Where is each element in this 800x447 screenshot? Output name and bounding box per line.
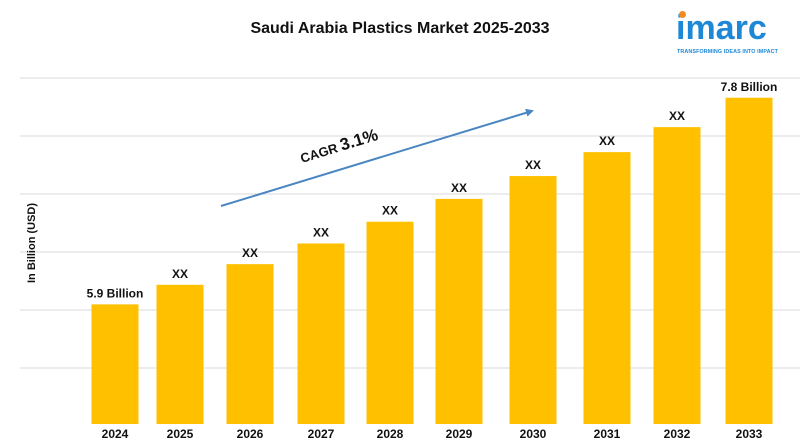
bar-2031 — [583, 152, 631, 424]
bar-2026 — [226, 264, 274, 424]
cagr-arrow — [220, 108, 534, 207]
x-tick-2026: 2026 — [237, 427, 264, 441]
bar-2025 — [156, 284, 204, 424]
data-label-2025: XX — [172, 267, 188, 281]
bar-2033 — [725, 97, 773, 424]
bar-2032 — [653, 127, 701, 425]
x-tick-2033: 2033 — [736, 427, 763, 441]
data-label-2026: XX — [242, 246, 258, 260]
cagr-label: CAGR 3.1% — [298, 125, 381, 167]
x-tick-2029: 2029 — [446, 427, 473, 441]
data-label-2031: XX — [599, 134, 615, 148]
logo-wordmark: imarc — [676, 9, 767, 47]
x-tick-2030: 2030 — [520, 427, 547, 441]
data-label-2024: 5.9 Billion — [87, 286, 144, 300]
x-tick-2031: 2031 — [594, 427, 621, 441]
x-tick-2025: 2025 — [167, 427, 194, 441]
cagr-value: 3.1% — [338, 125, 381, 154]
cagr-text: CAGR — [298, 139, 342, 166]
x-tick-2032: 2032 — [664, 427, 691, 441]
data-label-2033: 7.8 Billion — [721, 80, 778, 94]
y-axis-label: In Billion (USD) — [26, 203, 38, 283]
bar-2024 — [91, 304, 139, 424]
x-tick-2024: 2024 — [102, 427, 129, 441]
data-label-2028: XX — [382, 204, 398, 218]
x-tick-2027: 2027 — [308, 427, 335, 441]
bar-2028 — [366, 221, 414, 424]
bars — [91, 97, 773, 425]
bar-2027 — [297, 243, 345, 424]
data-label-2029: XX — [451, 181, 467, 195]
data-labels: 5.9 Billion XX XX XX XX XX XX XX XX 7.8 Billion — [87, 80, 778, 301]
data-label-2030: XX — [525, 158, 541, 172]
bar-2030 — [509, 176, 557, 424]
bar-2029 — [435, 198, 483, 424]
x-tick-2028: 2028 — [377, 427, 404, 441]
cagr-annotation: CAGR 3.1% — [220, 108, 534, 207]
data-label-2027: XX — [313, 225, 329, 239]
data-label-2032: XX — [669, 109, 685, 123]
imarc-logo: imarc TRANSFORMING IDEAS INTO IMPACT — [676, 9, 796, 57]
logo-tagline: TRANSFORMING IDEAS INTO IMPACT — [677, 49, 779, 55]
chart-title: Saudi Arabia Plastics Market 2025-2033 — [250, 20, 550, 37]
x-tick-labels: 2024 2025 2026 2027 2028 2029 2030 2031 2032 2033 — [102, 427, 763, 441]
logo-dot-icon — [679, 11, 686, 18]
